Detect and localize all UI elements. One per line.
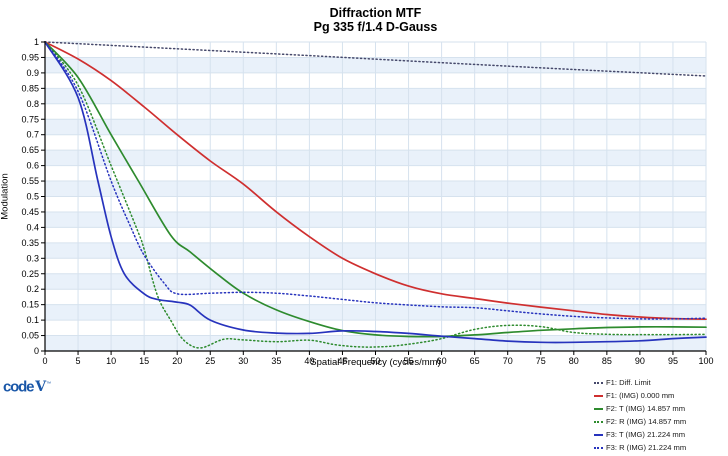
y-tick-label: 0.95 [21,52,39,62]
y-tick-label: 0.4 [26,222,39,232]
series-f2-t-img-14857 [44,41,707,338]
legend-entry-f1-img-0000: F1: (IMG) 0.000 mm [594,389,726,402]
y-tick-label: 0.2 [26,284,39,294]
codev-logo: code V™ [3,377,51,394]
legend: F1: Diff. Limit F1: (IMG) 0.000 mm F2: T (… [594,376,726,454]
y-tick-label: 0.9 [26,68,39,78]
y-tick-label: 0.8 [26,99,39,109]
legend-marker-dotted [594,446,603,449]
y-tick-label: 0 [34,346,39,356]
logo-v-text: V [35,379,47,396]
y-axis-title: Modulation [0,173,11,220]
x-tick-label: 25 [205,356,215,366]
legend-marker-solid [594,407,603,410]
y-tick-label: 0.7 [26,130,39,140]
legend-label: F3: R (IMG) 21.224 mm [606,443,687,452]
x-tick-label: 45 [337,356,347,366]
y-tick-label: 0.85 [21,83,39,93]
x-tick-label: 80 [569,356,579,366]
y-tick-label: 0.75 [21,114,39,124]
x-tick-label: 5 [76,356,81,366]
legend-entry-f2-r-img-14857: F2: R (IMG) 14.857 mm [594,415,726,428]
legend-label: F2: R (IMG) 14.857 mm [606,417,687,426]
x-tick-label: 60 [437,356,447,366]
x-tick-label: 100 [698,356,713,366]
series-f3-r-img-21224 [44,41,707,320]
y-tick-label: 0.35 [21,238,39,248]
series-f3-t-img-21224 [44,41,707,344]
y-tick-label: 0.1 [26,315,39,325]
legend-entry-f3-t-img-21224: F3: T (IMG) 21.224 mm [594,428,726,441]
x-tick-label: 0 [42,356,47,366]
series-f1-img-0000 [44,41,707,321]
legend-label: F1: (IMG) 0.000 mm [606,391,675,400]
y-tick-label: 0.65 [21,145,39,155]
x-tick-label: 90 [635,356,645,366]
y-tick-label: 0.3 [26,253,39,263]
x-tick-label: 95 [668,356,678,366]
legend-entry-f1-diff-limit: F1: Diff. Limit [594,376,726,389]
y-tick-label: 0.25 [21,269,39,279]
legend-marker-solid [594,433,603,436]
y-tick-label: 1 [34,37,39,47]
x-tick-label: 40 [304,356,314,366]
x-tick-label: 20 [172,356,182,366]
x-tick-label: 10 [106,356,116,366]
x-tick-label: 65 [470,356,480,366]
x-tick-label: 85 [602,356,612,366]
legend-label: F1: Diff. Limit [606,378,651,387]
y-tick-label: 0.15 [21,300,39,310]
legend-entry-f3-r-img-21224: F3: R (IMG) 21.224 mm [594,441,726,454]
y-tick-label: 0.55 [21,176,39,186]
x-axis-title: Spatial Frequency (cycles/mm) [310,357,441,368]
x-tick-label: 15 [139,356,149,366]
y-tick-label: 0.5 [26,192,39,202]
trademark-mark: ™ [46,381,52,387]
legend-marker-solid [594,394,603,397]
x-tick-label: 75 [536,356,546,366]
y-tick-label: 0.05 [21,331,39,341]
legend-marker-dotted [594,420,603,423]
x-tick-label: 30 [238,356,248,366]
legend-marker-dotted [594,381,603,384]
chart-subtitle: Pg 335 f/1.4 D-Gauss [313,20,438,34]
y-tick-label: 0.45 [21,207,39,217]
x-tick-label: 70 [503,356,513,366]
x-tick-label: 50 [370,356,380,366]
x-tick-label: 35 [271,356,281,366]
legend-label: F3: T (IMG) 21.224 mm [606,430,686,439]
legend-label: F2: T (IMG) 14.857 mm [606,404,686,413]
series-f2-r-img-14857 [44,41,707,349]
logo-code-text: code [3,378,34,396]
legend-entry-f2-t-img-14857: F2: T (IMG) 14.857 mm [594,402,726,415]
series-f1-diff-limit [44,41,707,77]
y-tick-label: 0.6 [26,161,39,171]
chart-title: Diffraction MTF [329,6,422,20]
x-tick-label: 55 [404,356,414,366]
